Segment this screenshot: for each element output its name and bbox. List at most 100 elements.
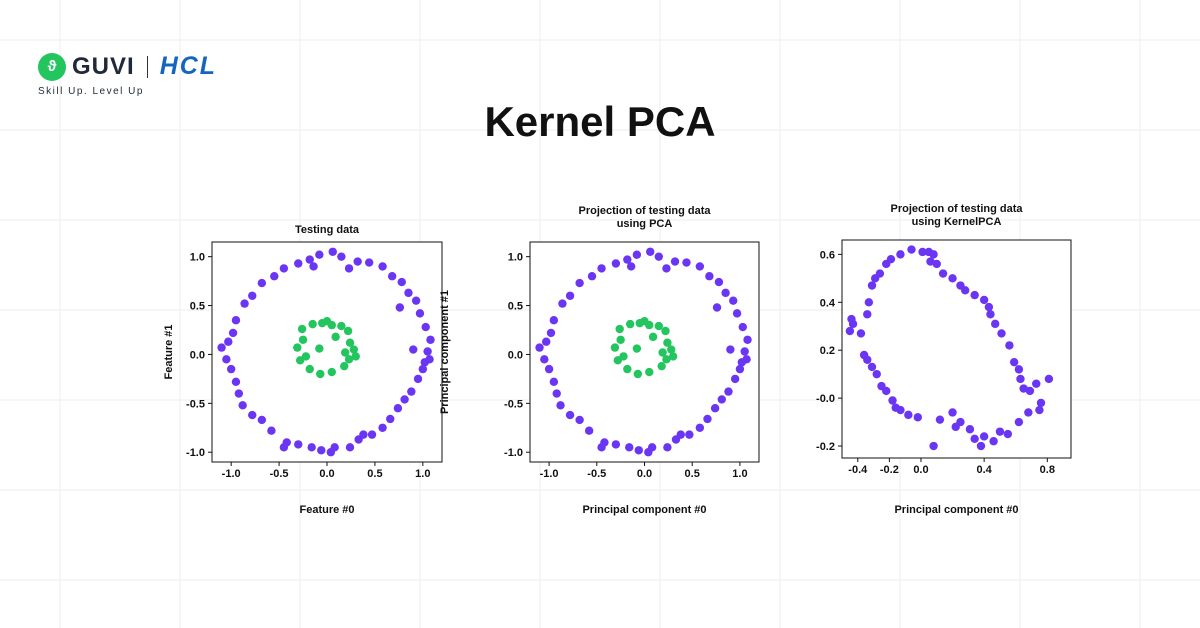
y-tick-label: 0.5 [190, 301, 205, 313]
data-point [714, 277, 724, 287]
data-point [979, 295, 989, 305]
guvi-wordmark: GUVI [72, 52, 135, 80]
data-point [540, 355, 549, 364]
data-point [309, 262, 318, 271]
data-point [623, 255, 632, 264]
data-point [351, 352, 360, 361]
data-point [960, 286, 970, 295]
y-tick-label: 1.0 [190, 252, 205, 264]
data-point [234, 389, 244, 398]
data-point [657, 361, 666, 371]
data-point [1003, 429, 1013, 439]
data-point [891, 403, 900, 412]
data-point [663, 338, 672, 347]
x-axis-label: Principal component #0 [582, 504, 706, 516]
data-point [619, 352, 628, 361]
data-point [997, 329, 1006, 338]
chart-title: using KernelPCA [912, 216, 1002, 228]
data-point [610, 343, 620, 352]
data-point [935, 415, 945, 424]
x-tick-label: -0.5 [587, 468, 606, 480]
data-point [240, 299, 249, 308]
data-point [685, 430, 694, 439]
data-point [951, 422, 960, 432]
data-point [305, 364, 314, 374]
data-point [717, 395, 726, 404]
y-axis-label: Feature #1 [163, 324, 175, 379]
data-point [729, 296, 738, 305]
data-point [322, 317, 332, 326]
data-point [625, 319, 635, 329]
data-point [558, 299, 567, 308]
chart-title: using PCA [617, 218, 673, 230]
data-point [1044, 374, 1054, 384]
data-point [395, 303, 405, 312]
x-tick-label: 0.5 [685, 468, 700, 480]
data-point [615, 324, 624, 334]
data-point [542, 337, 551, 346]
data-point [970, 290, 979, 300]
data-point [397, 277, 406, 287]
x-tick-label: -1.0 [222, 468, 241, 480]
data-point [544, 364, 554, 374]
data-point [294, 259, 303, 268]
series-inner-circle [610, 317, 678, 379]
y-tick-label: 0.5 [508, 301, 523, 313]
data-point [413, 374, 423, 384]
data-point [1035, 405, 1044, 415]
data-point [337, 321, 346, 331]
data-point [297, 324, 307, 334]
data-point [301, 352, 311, 361]
data-point [995, 427, 1005, 436]
y-tick-label: 0.0 [508, 349, 523, 361]
data-point [308, 319, 317, 329]
brand-divider [146, 55, 148, 78]
data-point [597, 264, 606, 273]
data-point [257, 278, 267, 288]
y-tick-label: 1.0 [508, 252, 523, 264]
data-point [965, 425, 975, 434]
data-point [1005, 341, 1014, 350]
data-point [421, 322, 430, 332]
data-point [327, 367, 336, 377]
data-point [986, 310, 995, 319]
data-point [705, 272, 714, 281]
data-point [341, 348, 350, 357]
data-point [316, 369, 325, 379]
data-point [989, 437, 998, 446]
data-point [364, 258, 374, 267]
data-point [623, 364, 632, 374]
data-point [726, 345, 735, 354]
data-point [859, 350, 869, 360]
plot-frame [529, 241, 760, 463]
data-point [663, 443, 672, 452]
data-point [317, 446, 326, 455]
data-point [913, 413, 923, 422]
data-point [632, 250, 642, 259]
x-tick-label: -1.0 [540, 468, 559, 480]
data-point [654, 252, 664, 261]
data-point [407, 387, 416, 396]
series-outer-circle [217, 247, 435, 457]
data-point [305, 255, 314, 264]
data-point [231, 377, 241, 387]
data-point [1032, 379, 1041, 388]
data-point [345, 443, 355, 452]
data-point [315, 344, 324, 353]
data-point [646, 247, 655, 256]
data-point [990, 319, 1000, 329]
data-point [330, 443, 339, 452]
data-point [331, 332, 340, 342]
guvi-logo-icon: ϑ [38, 52, 66, 81]
data-point [888, 396, 897, 405]
data-point [863, 310, 872, 319]
data-point [634, 446, 643, 455]
chart-title: Projection of testing data [890, 203, 1023, 215]
data-point [353, 257, 362, 266]
y-tick-label: -1.0 [504, 447, 523, 459]
data-point [340, 361, 349, 371]
data-point [584, 426, 594, 435]
chart-1: Testing data -1.0 -0.5 0.0 0.5 1.0 1.0 0.5 0.0 -0… [163, 224, 443, 516]
data-point [877, 381, 886, 391]
